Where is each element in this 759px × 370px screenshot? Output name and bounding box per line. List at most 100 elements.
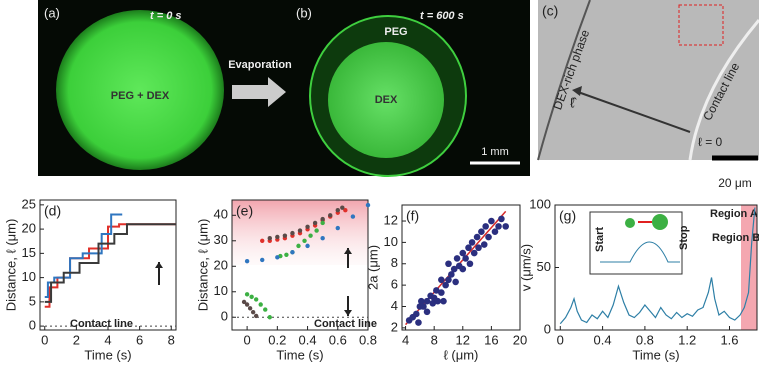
annotation: Region B (712, 232, 759, 244)
annotation: Stop (678, 225, 690, 250)
y-tick-label: 5 (29, 293, 36, 308)
x-tick-label: 2 (73, 332, 80, 347)
data-point (413, 310, 420, 318)
y-axis-label: v (μm/s) (518, 244, 533, 291)
y-tick-label: 4 (391, 298, 398, 313)
phase-edge (537, 0, 591, 161)
data-point (440, 297, 447, 305)
data-point (498, 215, 505, 223)
y-axis-label: Distance, ℓ (μm) (195, 219, 210, 312)
data-point (473, 233, 481, 241)
y-tick-label: 50 (537, 259, 551, 274)
time-label: t = 0 s (150, 10, 182, 22)
data-point (263, 307, 268, 312)
data-point (475, 244, 482, 252)
origin-label: ℓ = 0 (698, 135, 723, 149)
highlight-box (678, 4, 724, 46)
data-line (559, 207, 756, 325)
data-point (302, 238, 307, 243)
y-axis-label: Distance, ℓ (μm) (3, 219, 18, 312)
data-point (244, 258, 250, 264)
x-tick-label: 0.8 (636, 332, 654, 347)
data-point (250, 309, 256, 315)
y-tick-label: 0 (544, 321, 551, 336)
y-tick-label: 25 (22, 196, 36, 211)
x-tick-label: 0 (243, 332, 250, 347)
y-tick-label: 12 (384, 212, 398, 227)
x-tick-label: 6 (136, 332, 143, 347)
x-tick-label: 8 (168, 332, 175, 347)
y-tick-label: 6 (391, 277, 398, 292)
data-point (260, 257, 265, 263)
data-point (284, 252, 289, 258)
data-point (420, 303, 427, 310)
x-tick-label: 0.6 (329, 332, 347, 347)
x-tick-label: 0.2 (268, 332, 286, 347)
axis-label: ℓ̂ (570, 95, 578, 111)
photo-ab: (a) t = 0 s PEG + DEX Evaporation (b) t … (38, 0, 530, 177)
data-point (478, 228, 485, 236)
y-tick-label: 10 (214, 283, 228, 298)
data-point (275, 255, 280, 260)
photo-bg (538, 0, 759, 160)
data-point (418, 297, 425, 305)
data-point (320, 216, 325, 222)
y-tick-label: 40 (214, 207, 228, 222)
data-point (448, 271, 455, 278)
data-point (462, 255, 469, 262)
x-tick-label: 1.6 (720, 332, 738, 347)
data-point (442, 281, 449, 289)
x-tick-label: 0.4 (594, 332, 612, 347)
outer-label: PEG (384, 26, 407, 38)
droplet-b-inner (328, 42, 444, 158)
data-line (44, 213, 123, 299)
data-point (365, 202, 371, 208)
data-point (296, 243, 301, 249)
x-tick-label: 0 (41, 332, 48, 347)
data-point (253, 297, 259, 302)
data-point (312, 220, 318, 226)
data-point (415, 319, 422, 326)
shaded-region (741, 205, 757, 330)
data-point (491, 228, 499, 236)
x-tick-label: 0 (557, 332, 564, 347)
y-tick-label: 15 (22, 245, 36, 260)
data-point (468, 239, 476, 246)
data-point (290, 230, 295, 236)
direction-arrow-head (344, 248, 352, 254)
data-point (314, 228, 319, 233)
y-tick-label: 30 (214, 232, 228, 247)
data-point (320, 236, 325, 241)
data-point (445, 260, 452, 268)
data-point (244, 292, 250, 297)
x-tick-label: 1.2 (678, 332, 696, 347)
inner-label: DEX (375, 94, 398, 106)
x-axis-label: Time (s) (276, 347, 323, 362)
data-point (340, 205, 345, 210)
data-point (459, 265, 467, 273)
data-point (350, 214, 356, 219)
data-point (305, 243, 310, 249)
panel-label: (c) (542, 3, 558, 19)
x-tick-label: 16 (484, 332, 498, 347)
y-axis-label: 2a (μm) (365, 245, 380, 290)
data-point (465, 244, 472, 252)
data-point (434, 297, 442, 305)
data-point (429, 299, 437, 307)
data-point (308, 233, 313, 238)
direction-arrow-head (155, 262, 163, 268)
data-point (297, 228, 303, 233)
scale-label: 1 mm (481, 146, 509, 158)
data-point (305, 224, 310, 229)
data-point (485, 233, 492, 241)
plot-frame (401, 204, 521, 331)
y-tick-label: 8 (391, 255, 398, 270)
photo-c: (c) DEX-rich phase Contact line ℓ̂ ℓ = 0… (537, 0, 759, 190)
contact-edge (688, 19, 759, 161)
data-point (470, 249, 478, 257)
data-point (320, 220, 325, 226)
panel-label: (e) (236, 203, 253, 219)
x-tick-label: 0.4 (299, 332, 317, 347)
data-point (253, 313, 259, 319)
